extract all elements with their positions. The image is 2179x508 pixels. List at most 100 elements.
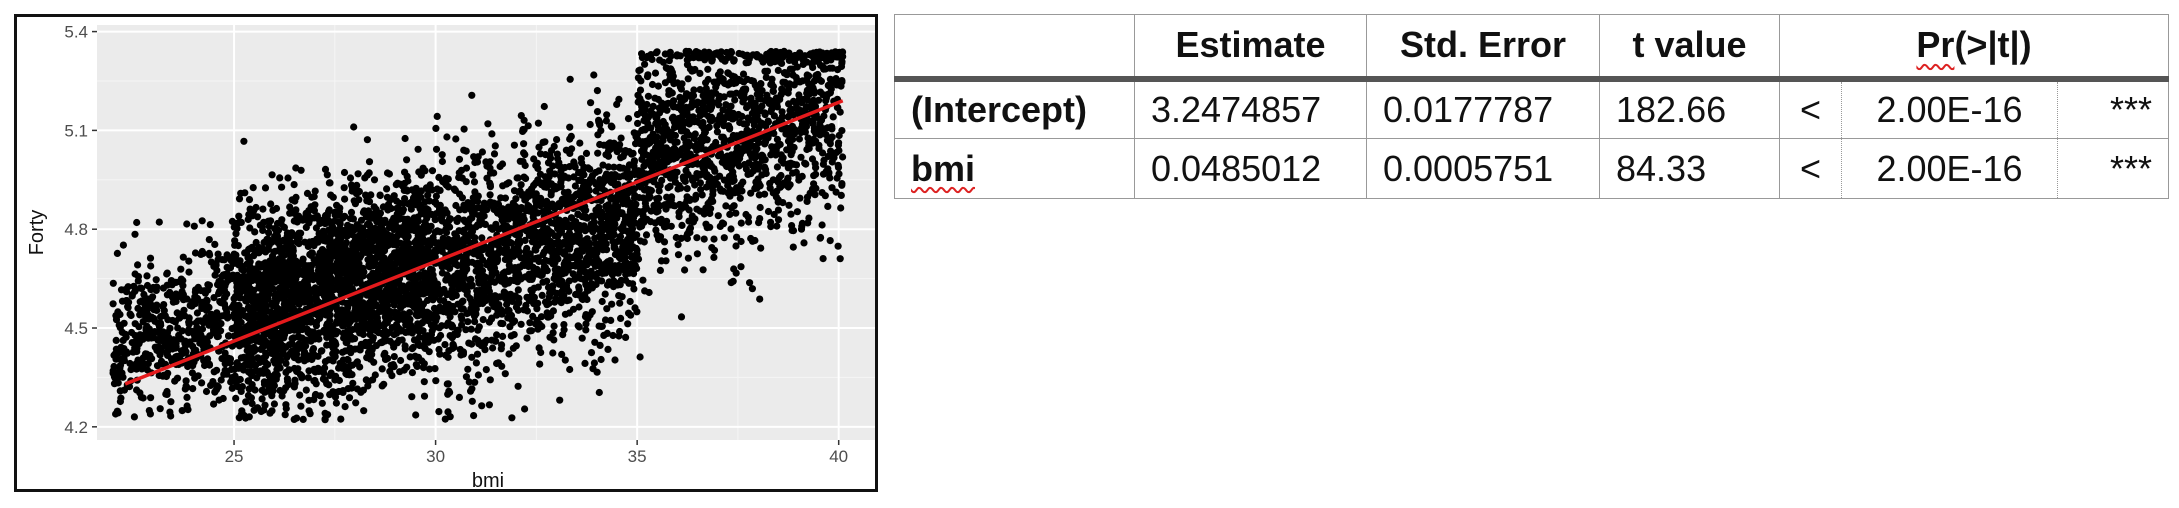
scatter-point bbox=[307, 262, 315, 270]
scatter-point bbox=[366, 302, 374, 310]
scatter-point bbox=[134, 261, 142, 269]
scatter-point bbox=[556, 396, 564, 404]
scatter-point bbox=[447, 277, 456, 285]
scatter-point bbox=[420, 223, 428, 231]
scatter-point bbox=[463, 237, 472, 245]
scatter-point bbox=[189, 385, 197, 393]
scatter-point bbox=[546, 290, 554, 298]
scatter-point bbox=[353, 385, 361, 393]
scatter-point bbox=[397, 356, 405, 365]
scatter-point bbox=[193, 325, 201, 333]
scatter-point bbox=[462, 178, 470, 186]
scatter-point bbox=[420, 210, 428, 218]
scatter-point bbox=[333, 201, 341, 209]
scatter-point bbox=[231, 324, 239, 332]
scatter-point bbox=[326, 371, 334, 380]
scatter-point bbox=[435, 408, 443, 416]
scatter-point bbox=[337, 415, 345, 423]
scatter-point bbox=[166, 408, 174, 416]
scatter-point bbox=[563, 297, 571, 305]
scatter-point bbox=[608, 300, 616, 308]
scatter-point bbox=[228, 384, 236, 392]
scatter-point bbox=[153, 346, 161, 354]
scatter-point bbox=[591, 234, 599, 242]
scatter-point bbox=[337, 234, 345, 243]
scatter-point bbox=[365, 220, 373, 228]
scatter-point bbox=[390, 353, 398, 361]
scatter-point bbox=[595, 118, 603, 126]
scatter-point bbox=[564, 259, 572, 267]
scatter-point bbox=[286, 349, 294, 357]
scatter-point bbox=[405, 328, 413, 336]
scatter-point bbox=[378, 230, 386, 238]
scatter-point bbox=[773, 163, 782, 171]
scatter-point bbox=[270, 248, 278, 256]
scatter-point bbox=[263, 276, 271, 284]
scatter-point bbox=[113, 249, 121, 257]
scatter-point bbox=[131, 270, 139, 278]
scatter-point bbox=[536, 360, 544, 368]
scatter-point bbox=[334, 211, 342, 219]
scatter-point bbox=[393, 290, 401, 298]
scatter-point bbox=[258, 395, 266, 403]
scatter-point bbox=[594, 131, 602, 139]
scatter-point bbox=[425, 365, 434, 373]
scatter-point bbox=[287, 292, 295, 300]
scatter-point bbox=[526, 319, 534, 327]
scatter-point bbox=[553, 136, 561, 144]
scatter-point bbox=[629, 280, 637, 288]
scatter-point bbox=[217, 278, 225, 286]
scatter-point bbox=[359, 247, 367, 255]
scatter-point bbox=[279, 263, 287, 271]
scatter-point bbox=[598, 297, 606, 306]
scatter-point bbox=[270, 400, 278, 408]
scatter-point bbox=[268, 171, 276, 179]
scatter-point bbox=[469, 171, 477, 179]
scatter-point bbox=[485, 401, 493, 409]
scatter-point bbox=[438, 157, 446, 166]
scatter-point bbox=[584, 286, 592, 294]
scatter-point bbox=[306, 410, 314, 418]
scatter-point bbox=[523, 334, 531, 342]
scatter-point bbox=[323, 211, 331, 219]
scatter-point bbox=[235, 291, 243, 299]
scatter-point bbox=[163, 269, 171, 277]
scatter-point bbox=[550, 322, 558, 330]
scatter-point bbox=[286, 238, 294, 246]
scatter-point bbox=[117, 286, 126, 294]
scatter-point bbox=[486, 200, 494, 208]
scatter-point bbox=[236, 307, 244, 315]
scatter-point bbox=[123, 297, 131, 305]
scatter-point bbox=[602, 259, 610, 267]
scatter-point bbox=[303, 355, 311, 363]
scatter-point bbox=[399, 215, 408, 223]
scatter-point bbox=[634, 255, 643, 263]
scatter-point bbox=[221, 366, 229, 374]
scatter-point bbox=[407, 205, 415, 213]
scatter-point bbox=[348, 264, 356, 272]
scatter-point bbox=[505, 179, 513, 187]
scatter-point bbox=[446, 223, 454, 231]
scatter-point bbox=[325, 179, 333, 187]
scatter-point bbox=[575, 283, 583, 291]
scatter-point bbox=[179, 253, 187, 261]
scatter-point bbox=[532, 254, 540, 262]
scatter-point bbox=[137, 363, 145, 371]
scatter-point bbox=[552, 185, 560, 193]
scatter-point bbox=[328, 292, 336, 300]
scatter-point bbox=[588, 212, 596, 220]
scatter-point bbox=[411, 189, 419, 197]
scatter-point bbox=[486, 169, 495, 177]
scatter-point bbox=[154, 319, 162, 327]
scatter-point bbox=[400, 257, 408, 265]
scatter-point bbox=[354, 345, 362, 353]
scatter-point bbox=[349, 297, 357, 305]
scatter-point bbox=[408, 345, 416, 353]
scatter-point bbox=[424, 191, 432, 199]
scatter-point bbox=[449, 341, 457, 349]
scatter-point bbox=[128, 328, 136, 337]
scatter-point bbox=[593, 249, 601, 257]
scatter-point bbox=[444, 380, 452, 388]
scatter-point bbox=[326, 341, 335, 349]
scatter-point bbox=[458, 315, 466, 323]
